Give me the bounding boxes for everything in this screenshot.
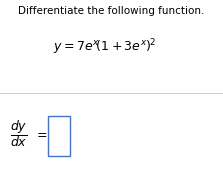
Text: $y = 7e^x\!\left(1 + 3e^x\right)^{\!2}$: $y = 7e^x\!\left(1 + 3e^x\right)^{\!2}$ <box>53 37 156 57</box>
Text: $\dfrac{dy}{dx}$: $\dfrac{dy}{dx}$ <box>10 118 28 149</box>
Text: $=$: $=$ <box>34 127 48 140</box>
FancyBboxPatch shape <box>48 116 70 156</box>
Text: Differentiate the following function.: Differentiate the following function. <box>18 6 205 16</box>
